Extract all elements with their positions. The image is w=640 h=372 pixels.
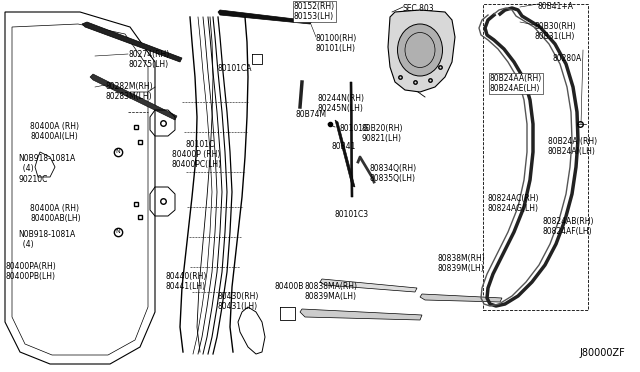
Text: 80100(RH)
80101(LH): 80100(RH) 80101(LH) xyxy=(316,34,357,54)
Polygon shape xyxy=(388,10,455,92)
Text: 80440(RH)
80441(LH): 80440(RH) 80441(LH) xyxy=(165,272,206,291)
Text: 80101CA: 80101CA xyxy=(218,64,253,73)
Polygon shape xyxy=(335,120,355,187)
Text: 80280A: 80280A xyxy=(553,54,582,63)
Polygon shape xyxy=(320,279,417,292)
Text: 80B24A (RH)
80B24AI(LH): 80B24A (RH) 80B24AI(LH) xyxy=(548,137,597,156)
Text: 80834Q(RH)
80835Q(LH): 80834Q(RH) 80835Q(LH) xyxy=(370,164,417,183)
Text: 80430(RH)
80431(LH): 80430(RH) 80431(LH) xyxy=(218,292,259,311)
Text: 80400P (RH)
80400PC(LH): 80400P (RH) 80400PC(LH) xyxy=(172,150,222,169)
Text: J80000ZF: J80000ZF xyxy=(579,348,625,358)
Text: 80400B: 80400B xyxy=(275,282,305,291)
Text: SEC.803: SEC.803 xyxy=(403,4,435,13)
Text: 80400PA(RH)
80400PB(LH): 80400PA(RH) 80400PB(LH) xyxy=(5,262,56,281)
Text: 80152(RH)
80153(LH): 80152(RH) 80153(LH) xyxy=(294,2,335,22)
Polygon shape xyxy=(300,309,422,320)
Text: N0B918-1081A
  (4)
90210C: N0B918-1081A (4) 90210C xyxy=(18,154,76,184)
Polygon shape xyxy=(218,10,312,24)
Text: 80101C3: 80101C3 xyxy=(335,210,369,219)
Text: 80B24AA(RH)
80B24AE(LH): 80B24AA(RH) 80B24AE(LH) xyxy=(490,74,542,93)
Polygon shape xyxy=(350,82,353,197)
Text: 80838MA(RH)
80839MA(LH): 80838MA(RH) 80839MA(LH) xyxy=(305,282,358,301)
Text: 80282M(RH)
80283M(LH): 80282M(RH) 80283M(LH) xyxy=(105,82,152,102)
Text: 80101G: 80101G xyxy=(340,124,370,133)
Text: 80101C: 80101C xyxy=(185,140,214,149)
Text: 80400A (RH)
80400AB(LH): 80400A (RH) 80400AB(LH) xyxy=(30,204,81,224)
Text: 80244N(RH)
80245N(LH): 80244N(RH) 80245N(LH) xyxy=(318,94,365,113)
Text: 80400A (RH)
80400AI(LH): 80400A (RH) 80400AI(LH) xyxy=(30,122,79,141)
Text: 80274(RH)
80275(LH): 80274(RH) 80275(LH) xyxy=(128,50,169,70)
Polygon shape xyxy=(90,74,177,120)
Text: 80B41+A: 80B41+A xyxy=(538,2,574,11)
Text: 80824AC(RH)
80824AG(LH): 80824AC(RH) 80824AG(LH) xyxy=(488,194,540,214)
Text: 80838M(RH)
80839M(LH): 80838M(RH) 80839M(LH) xyxy=(438,254,486,273)
Text: N: N xyxy=(116,229,120,234)
Polygon shape xyxy=(420,294,502,302)
Polygon shape xyxy=(82,22,182,62)
Text: N: N xyxy=(116,149,120,154)
Text: 80B20(RH)
90821(LH): 80B20(RH) 90821(LH) xyxy=(362,124,403,143)
Text: N0B918-1081A
  (4): N0B918-1081A (4) xyxy=(18,230,76,249)
Text: 80824AB(RH)
80824AF(LH): 80824AB(RH) 80824AF(LH) xyxy=(543,217,595,236)
Text: 80B30(RH)
80B31(LH): 80B30(RH) 80B31(LH) xyxy=(535,22,577,41)
Text: 80B74M: 80B74M xyxy=(296,110,327,119)
Ellipse shape xyxy=(397,24,442,76)
Text: 80B41: 80B41 xyxy=(332,142,356,151)
